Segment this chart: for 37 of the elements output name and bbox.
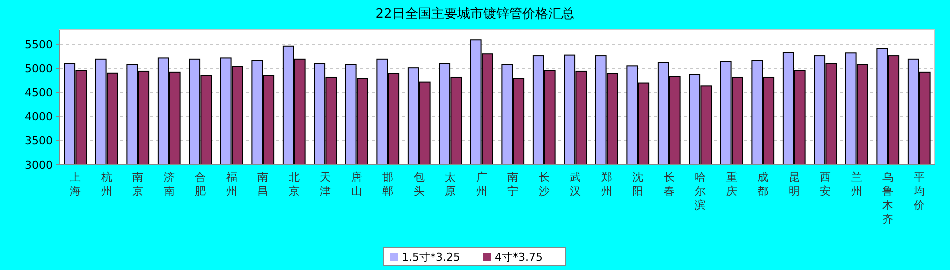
x-tick-label: 西安 [820, 171, 832, 198]
x-tick-label: 邯郸 [382, 171, 394, 198]
y-tick-label: 5000 [25, 62, 53, 76]
x-tick-label: 上海 [70, 171, 82, 198]
x-tick-label: 长沙 [538, 171, 550, 198]
legend-label: 4寸*3.75 [495, 251, 543, 264]
y-tick-label: 3000 [25, 158, 53, 172]
x-tick-label: 合肥 [195, 171, 206, 198]
x-tick-label: 广州 [476, 171, 488, 198]
x-tick-label: 昆明 [788, 171, 800, 198]
x-tick-label: 沈阳 [632, 171, 644, 198]
x-tick-label: 南京 [132, 171, 144, 198]
x-tick-label: 杭州 [100, 171, 112, 198]
x-tick-label: 乌鲁木齐 [882, 171, 894, 226]
x-tick-label: 太原 [445, 171, 456, 198]
x-tick-label: 包头 [414, 171, 425, 198]
x-tick-label: 福州 [226, 171, 238, 198]
y-tick-label: 4000 [25, 110, 53, 124]
x-tick-label: 成都 [758, 171, 769, 198]
x-tick-label: 唐山 [351, 171, 362, 198]
x-tick-label: 重庆 [726, 171, 738, 198]
x-tick-label: 北京 [288, 171, 300, 198]
x-tick-label: 长春 [664, 171, 675, 198]
x-tick-label: 哈尔滨 [695, 171, 706, 212]
legend-label: 1.5寸*3.25 [402, 251, 460, 264]
x-tick-label: 武汉 [570, 171, 582, 198]
x-tick-label: 南宁 [508, 171, 519, 198]
x-tick-label: 兰州 [851, 171, 862, 198]
y-tick-label: 4500 [25, 86, 53, 100]
y-tick-label: 5500 [25, 38, 53, 52]
x-tick-label: 郑州 [601, 171, 612, 198]
y-tick-label: 3500 [25, 134, 53, 148]
x-tick-label: 济南 [164, 171, 175, 198]
chart-title: 22日全国主要城市镀锌管价格汇总 [376, 6, 574, 22]
x-tick-label: 天津 [320, 171, 332, 198]
x-tick-label: 南昌 [258, 171, 269, 198]
x-tick-label: 平均价 [912, 171, 925, 212]
